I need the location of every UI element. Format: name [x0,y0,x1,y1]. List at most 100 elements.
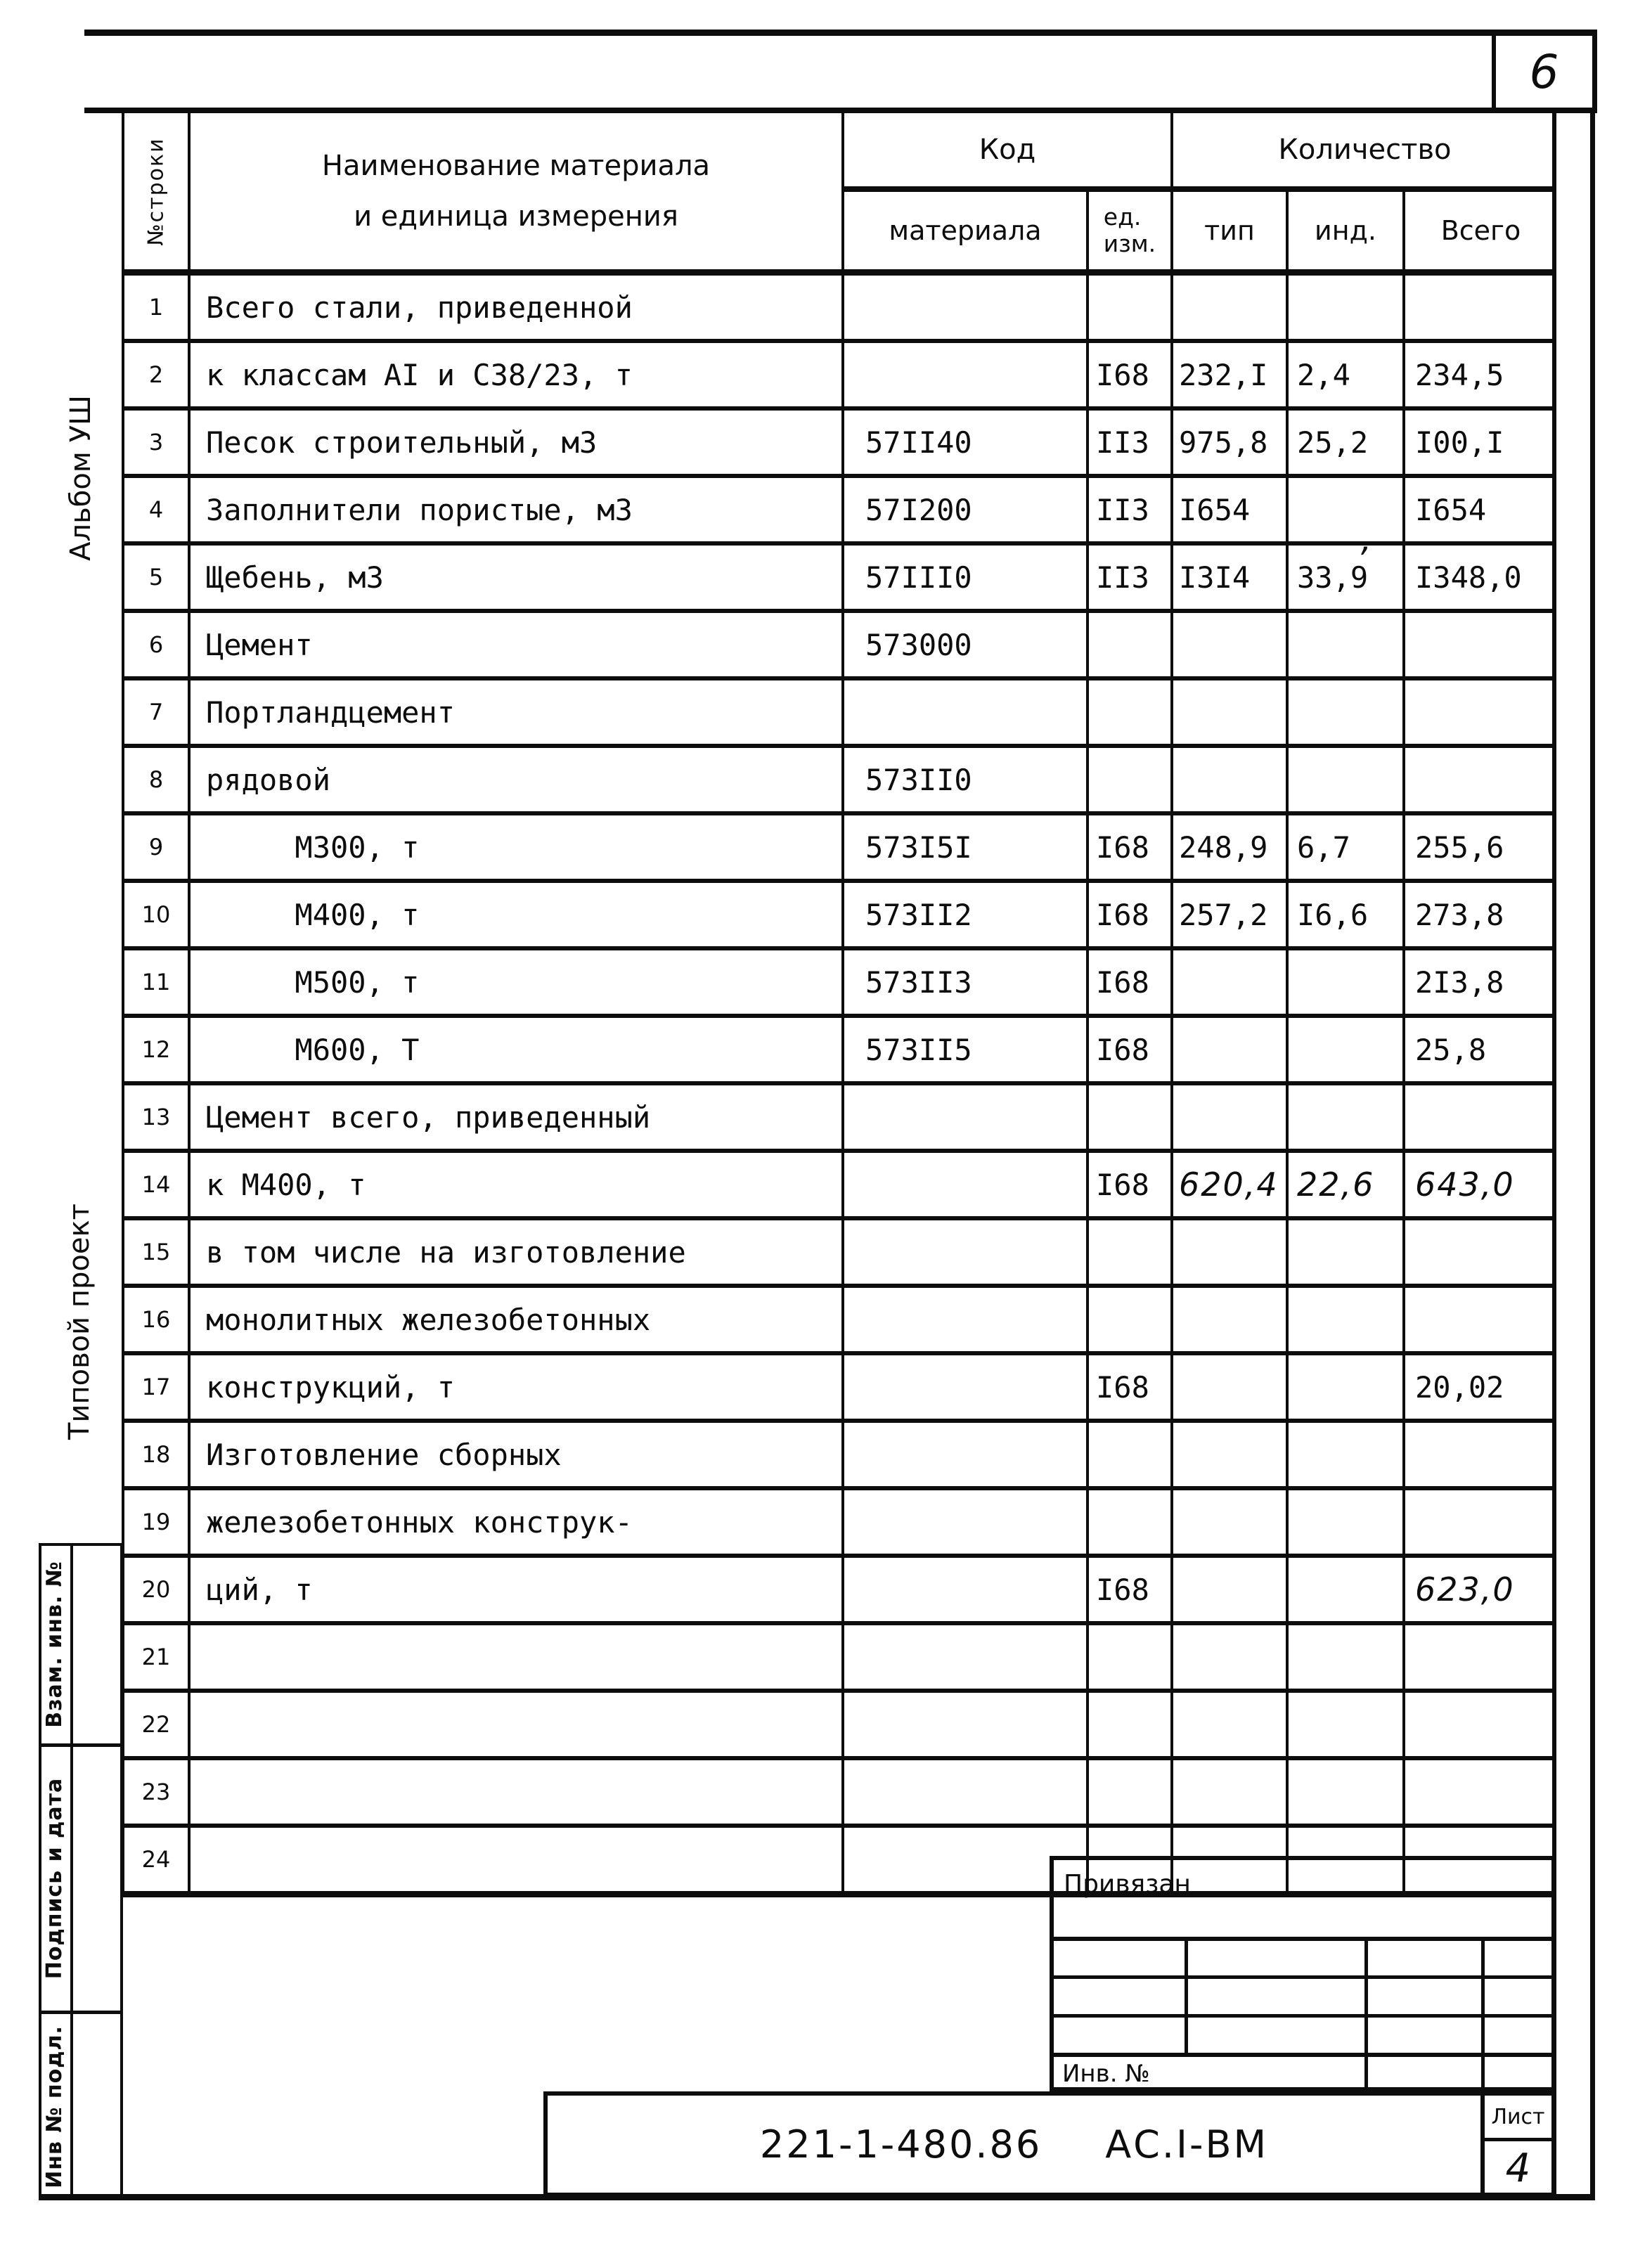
material-code-cell [841,1153,1086,1216]
stamp-vline [1185,1937,1188,2053]
table-header: №строки Наименование материала и единица… [124,113,1556,276]
qty-ind-cell [1286,1355,1402,1419]
material-name-cell: к М400, т [188,1153,841,1216]
material-name-cell: конструкций, т [188,1355,841,1419]
material-code-cell: 57I200 [841,478,1086,541]
unit-code-cell [1086,276,1170,339]
qty-total-cell: I00,I [1402,411,1556,474]
inv-number-label: Инв. № [1062,2060,1150,2088]
qty-tip-cell [1170,613,1286,676]
qty-tip-cell: 975,8 [1170,411,1286,474]
row-number-cell: 13 [141,1104,171,1130]
qty-total-cell: 25,8 [1402,1018,1556,1081]
material-code-cell: 57II40 [841,411,1086,474]
unit-code-cell [1086,1288,1170,1351]
material-name-cell: Щебень, м3 [188,546,841,609]
table-row: 11 М500, т 573II3 I68 2I3,8 [124,950,1552,1018]
table-row: 13 Цемент всего, приведенный [124,1085,1552,1153]
unit-code-cell: II3 [1086,478,1170,541]
table-row: 9 М300, т 573I5I I68 248,9 6,7 255,6 [124,815,1552,883]
row-number-cell: 12 [141,1036,171,1063]
material-code-cell [841,1760,1086,1824]
material-code-cell: 57III0 [841,546,1086,609]
qty-ind-cell [1286,1625,1402,1689]
material-code-cell [841,1423,1086,1486]
qty-tip-cell [1170,1423,1286,1486]
qty-ind-cell: 2,4 [1286,343,1402,406]
qty-total-cell: I348,0 [1402,546,1556,609]
unit-code-cell [1086,748,1170,811]
qty-total-cell [1402,748,1556,811]
unit-code-cell: I68 [1086,1153,1170,1216]
qty-ind-cell [1286,478,1402,541]
unit-code-cell: II3 [1086,546,1170,609]
unit-header-line2: изм. [1103,230,1156,257]
name-header-line1: Наименование материала [321,150,711,182]
stamp-hline [1054,1975,1551,1979]
qty-total-cell: 234,5 [1402,343,1556,406]
material-code-cell: 573000 [841,613,1086,676]
unit-code-cell: I68 [1086,815,1170,879]
table-row: 18 Изготовление сборных [124,1423,1552,1490]
code-sub-header: материала [889,215,1042,246]
table-row: 23 [124,1760,1552,1828]
qty-total-cell [1402,613,1556,676]
qty-tip-cell: I654 [1170,478,1286,541]
stamp-hline [1054,2053,1551,2057]
row-number-cell: 15 [141,1239,171,1265]
album-caption: Альбом УШ [65,395,97,561]
unit-code-cell: I68 [1086,343,1170,406]
unit-header-cell: ед. изм. [1086,192,1170,269]
qty-ind-cell [1286,1693,1402,1756]
material-name-cell [188,1828,841,1891]
ind-header-cell: инд. [1286,192,1402,269]
row-number-cell: 5 [148,564,164,591]
qty-tip-cell [1170,276,1286,339]
row-number-cell: 7 [148,699,164,725]
qty-total-cell [1402,276,1556,339]
material-name-cell: к классам АI и С38/23, т [188,343,841,406]
qty-tip-cell [1170,1018,1286,1081]
qty-ind-cell [1286,1760,1402,1824]
table-row: 12 М600, Т 573II5 I68 25,8 [124,1018,1552,1085]
total-header: Всего [1440,215,1521,246]
qty-tip-cell [1170,1085,1286,1149]
table-row: 2 к классам АI и С38/23, т I68 232,I 2,4… [124,343,1552,411]
sheet-label-cell: Лист [1485,2096,1551,2141]
tip-header: тип [1204,215,1255,246]
material-name-cell [188,1625,841,1689]
binding-stamp-block: Привязан Инв. № [1050,1856,1556,2091]
row-number-cell: 22 [141,1711,171,1738]
qty-tip-cell [1170,1693,1286,1756]
table-row: 20 ций, т I68 623,0 [124,1558,1552,1625]
table-row: 10 М400, т 573II2 I68 257,2 I6,6 273,8 [124,883,1552,950]
unit-code-cell [1086,613,1170,676]
material-code-cell [841,1490,1086,1554]
table-row: 6 Цемент 573000 [124,613,1552,680]
total-header-cell: Всего [1402,192,1556,269]
qty-ind-cell [1286,1490,1402,1554]
material-code-cell: 573I5I [841,815,1086,879]
code-group-header-cell: Код [841,113,1170,192]
unit-code-cell: I68 [1086,1558,1170,1621]
row-number-cell: 16 [141,1306,171,1333]
unit-code-cell [1086,1760,1170,1824]
sheet-number-cell: 4 [1485,2141,1551,2195]
qty-tip-cell: 248,9 [1170,815,1286,879]
material-code-cell: 573II2 [841,883,1086,946]
table-row: 3 Песок строительный, м3 57II40 II3 975,… [124,411,1552,478]
row-number-cell: 10 [141,901,171,928]
qty-total-cell: 20,02 [1402,1355,1556,1419]
qty-ind-cell [1286,1220,1402,1284]
qty-ind-cell [1286,1018,1402,1081]
row-number-cell: 24 [141,1846,171,1873]
material-name-cell: железобетонных конструк- [188,1490,841,1554]
qty-ind-cell [1286,950,1402,1014]
row-number-cell: 18 [141,1441,171,1468]
qty-tip-cell [1170,1558,1286,1621]
ind-header: инд. [1315,215,1376,246]
qty-group-header: Количество [1278,134,1452,166]
unit-code-cell: I68 [1086,1018,1170,1081]
stamp-vline [1481,1937,1485,2087]
qty-total-cell [1402,1220,1556,1284]
